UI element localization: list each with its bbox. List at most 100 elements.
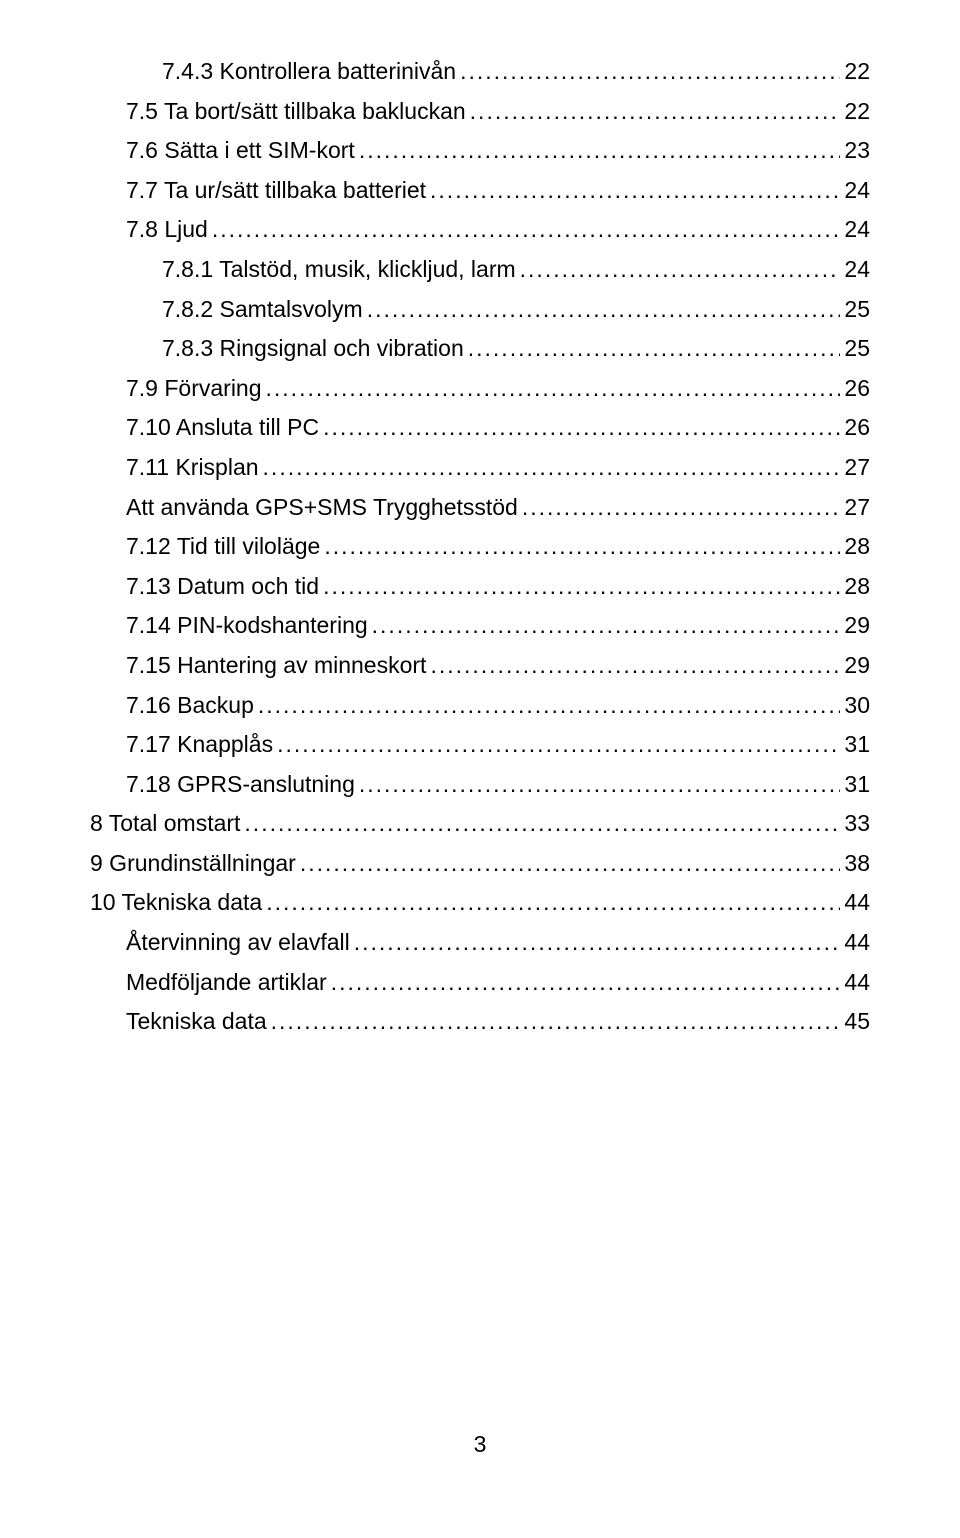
toc-leader-dots <box>323 414 840 442</box>
toc-entry-label: 7.15 Hantering av minneskort <box>126 652 426 680</box>
toc-leader-dots <box>244 810 840 838</box>
toc-entry[interactable]: Återvinning av elavfall 44 <box>90 929 870 957</box>
toc-entry-label: 7.14 PIN-kodshantering <box>126 612 368 640</box>
toc-entry[interactable]: 7.10 Ansluta till PC 26 <box>90 414 870 442</box>
toc-entry-page: 45 <box>844 1008 870 1036</box>
toc-entry[interactable]: 7.8 Ljud 24 <box>90 216 870 244</box>
toc-entry-page: 28 <box>844 573 870 601</box>
toc-entry-label: 7.5 Ta bort/sätt tillbaka bakluckan <box>126 98 466 126</box>
toc-leader-dots <box>430 177 840 205</box>
toc-entry-page: 28 <box>844 533 870 561</box>
toc-entry[interactable]: Tekniska data 45 <box>90 1008 870 1036</box>
toc-leader-dots <box>470 98 841 126</box>
toc-entry-page: 26 <box>844 414 870 442</box>
toc-leader-dots <box>359 771 841 799</box>
toc-entry-page: 27 <box>844 494 870 522</box>
toc-entry-label: 7.8.1 Talstöd, musik, klickljud, larm <box>162 256 516 284</box>
toc-leader-dots <box>323 573 840 601</box>
toc-entry-page: 25 <box>844 296 870 324</box>
toc-entry-label: Medföljande artiklar <box>126 969 327 997</box>
toc-entry[interactable]: 7.8.2 Samtalsvolym 25 <box>90 296 870 324</box>
toc-leader-dots <box>266 889 840 917</box>
toc-leader-dots <box>522 494 841 522</box>
toc-entry-label: 7.11 Krisplan <box>126 454 259 482</box>
toc-entry[interactable]: 7.11 Krisplan27 <box>90 454 870 482</box>
toc-entry-page: 44 <box>844 929 870 957</box>
toc-entry[interactable]: 7.6 Sätta i ett SIM-kort 23 <box>90 137 870 165</box>
toc-entry[interactable]: 7.15 Hantering av minneskort 29 <box>90 652 870 680</box>
toc-entry-label: 8 Total omstart <box>90 810 240 838</box>
toc-entry[interactable]: 7.17 Knapplås 31 <box>90 731 870 759</box>
toc-entry-page: 38 <box>844 850 870 878</box>
toc-entry[interactable]: Att använda GPS+SMS Trygghetsstöd 27 <box>90 494 870 522</box>
toc-entry-label: 7.8.2 Samtalsvolym <box>162 296 363 324</box>
toc-entry[interactable]: 7.7 Ta ur/sätt tillbaka batteriet 24 <box>90 177 870 205</box>
toc-entry-page: 22 <box>844 58 870 86</box>
toc-entry[interactable]: 9 Grundinställningar 38 <box>90 850 870 878</box>
toc-entry-label: Att använda GPS+SMS Trygghetsstöd <box>126 494 518 522</box>
toc-leader-dots <box>359 137 841 165</box>
toc-leader-dots <box>271 1008 841 1036</box>
toc-entry-page: 44 <box>844 969 870 997</box>
page-number: 3 <box>0 1431 960 1458</box>
toc-entry-label: 7.8 Ljud <box>126 216 208 244</box>
toc-entry-label: 7.12 Tid till viloläge <box>126 533 320 561</box>
toc-entry-page: 22 <box>844 98 870 126</box>
toc-entry[interactable]: 7.8.3 Ringsignal och vibration 25 <box>90 335 870 363</box>
toc-entry-page: 25 <box>844 335 870 363</box>
toc-entry-label: 7.4.3 Kontrollera batterinivån <box>162 58 456 86</box>
toc-leader-dots <box>277 731 840 759</box>
toc-entry[interactable]: Medföljande artiklar 44 <box>90 969 870 997</box>
toc-entry[interactable]: 8 Total omstart 33 <box>90 810 870 838</box>
toc-leader-dots <box>460 58 840 86</box>
toc-entry[interactable]: 7.16 Backup 30 <box>90 692 870 720</box>
toc-entry-page: 33 <box>844 810 870 838</box>
toc-entry-label: 7.10 Ansluta till PC <box>126 414 319 442</box>
toc-entry-page: 29 <box>844 612 870 640</box>
toc-entry[interactable]: 7.8.1 Talstöd, musik, klickljud, larm 24 <box>90 256 870 284</box>
toc-leader-dots <box>300 850 841 878</box>
toc-leader-dots <box>354 929 841 957</box>
toc-entry[interactable]: 7.4.3 Kontrollera batterinivån 22 <box>90 58 870 86</box>
toc-leader-dots <box>324 533 840 561</box>
toc-entry[interactable]: 10 Tekniska data44 <box>90 889 870 917</box>
toc-entry-label: 7.13 Datum och tid <box>126 573 319 601</box>
toc-entry-page: 24 <box>844 216 870 244</box>
toc-entry[interactable]: 7.14 PIN-kodshantering 29 <box>90 612 870 640</box>
toc-entry-label: 7.9 Förvaring <box>126 375 262 403</box>
toc-leader-dots <box>468 335 841 363</box>
toc-entry-page: 26 <box>844 375 870 403</box>
toc-entry[interactable]: 7.18 GPRS-anslutning 31 <box>90 771 870 799</box>
toc-entry-page: 31 <box>844 771 870 799</box>
toc-entry-label: 7.7 Ta ur/sätt tillbaka batteriet <box>126 177 426 205</box>
toc-entry-page: 23 <box>844 137 870 165</box>
toc-entry-label: 7.16 Backup <box>126 692 254 720</box>
toc-entry[interactable]: 7.9 Förvaring 26 <box>90 375 870 403</box>
toc-entry-label: Tekniska data <box>126 1008 267 1036</box>
toc-entry-page: 29 <box>844 652 870 680</box>
document-page: 7.4.3 Kontrollera batterinivån227.5 Ta b… <box>0 0 960 1538</box>
toc-entry-label: 9 Grundinställningar <box>90 850 296 878</box>
toc-leader-dots <box>367 296 841 324</box>
toc-entry[interactable]: 7.13 Datum och tid 28 <box>90 573 870 601</box>
toc-entry-label: Återvinning av elavfall <box>126 929 350 957</box>
toc-entry-label: 10 Tekniska data <box>90 889 262 917</box>
table-of-contents: 7.4.3 Kontrollera batterinivån227.5 Ta b… <box>90 58 870 1036</box>
toc-leader-dots <box>263 454 841 482</box>
toc-entry-label: 7.18 GPRS-anslutning <box>126 771 355 799</box>
toc-leader-dots <box>258 692 841 720</box>
toc-leader-dots <box>430 652 840 680</box>
toc-entry-label: 7.17 Knapplås <box>126 731 273 759</box>
toc-entry-page: 31 <box>844 731 870 759</box>
toc-leader-dots <box>212 216 841 244</box>
toc-leader-dots <box>331 969 841 997</box>
toc-entry-page: 24 <box>844 177 870 205</box>
toc-entry-page: 30 <box>844 692 870 720</box>
toc-leader-dots <box>266 375 841 403</box>
toc-entry-page: 24 <box>844 256 870 284</box>
toc-entry[interactable]: 7.12 Tid till viloläge 28 <box>90 533 870 561</box>
toc-entry-label: 7.6 Sätta i ett SIM-kort <box>126 137 355 165</box>
toc-entry-label: 7.8.3 Ringsignal och vibration <box>162 335 464 363</box>
toc-leader-dots <box>520 256 841 284</box>
toc-entry[interactable]: 7.5 Ta bort/sätt tillbaka bakluckan 22 <box>90 98 870 126</box>
